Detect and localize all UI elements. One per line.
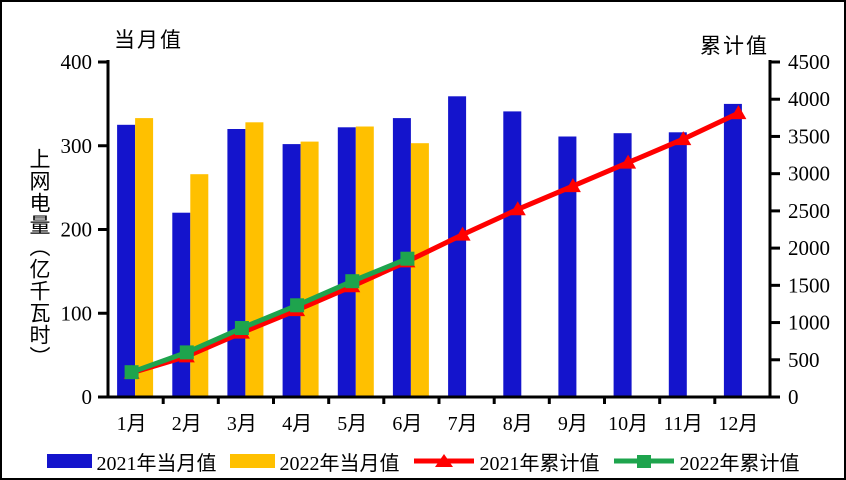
- bar-2021年当月值-7月: [448, 96, 467, 398]
- x-axis-category-label: 1月: [117, 413, 147, 435]
- bar-2021年当月值-8月: [503, 111, 522, 398]
- triangle-marker: [564, 178, 581, 193]
- bar-2021年当月值-9月: [558, 136, 577, 397]
- square-marker: [636, 455, 651, 468]
- x-axis-category-label: 6月: [392, 413, 422, 435]
- legend-label: 2022年当月值: [279, 452, 400, 475]
- triangle-marker: [620, 154, 637, 169]
- x-axis-category-label: 5月: [337, 413, 367, 435]
- square-marker: [290, 298, 305, 313]
- triangle-marker: [509, 201, 526, 216]
- x-axis-category-label: 9月: [558, 413, 588, 435]
- left-axis-tick-label: 0: [82, 385, 93, 409]
- bar-2022年当月值-3月: [245, 122, 264, 398]
- right-axis-tick-label: 4500: [788, 50, 830, 74]
- bar-2022年当月值-4月: [300, 141, 319, 397]
- right-axis-tick-label: 1000: [788, 311, 830, 335]
- square-marker: [124, 365, 139, 380]
- bar-2021年当月值-12月: [723, 103, 742, 398]
- bar-2021年当月值-2月: [172, 212, 191, 397]
- triangle-marker: [454, 226, 471, 241]
- legend-item-2022-cumulative: 2022年累计值: [613, 447, 800, 476]
- right-axis-tick-label: 1500: [788, 273, 830, 297]
- legend-label: 2021年累计值: [479, 452, 600, 475]
- x-axis-category-label: 4月: [282, 413, 312, 435]
- line-2022年累计值: [130, 256, 409, 375]
- bar-2021年当月值-10月: [613, 133, 632, 397]
- triangle-marker: [730, 105, 747, 120]
- bar-2021年当月值-4月: [282, 144, 301, 397]
- bar-2022年当月值-6月: [410, 143, 429, 397]
- bar-2022年当月值-2月: [190, 174, 209, 397]
- triangle-marker: [434, 454, 453, 467]
- right-axis-tick-label: 2500: [788, 199, 830, 223]
- x-axis-category-label: 7月: [448, 413, 478, 435]
- x-axis-category-label: 11月: [664, 413, 703, 435]
- bar-2021年当月值-1月: [117, 124, 136, 398]
- bar-swatch-2021: [46, 454, 92, 468]
- x-axis-category-label: 3月: [227, 413, 257, 435]
- square-marker: [179, 345, 194, 360]
- triangle-marker: [675, 131, 692, 146]
- right-axis-tick-label: 3500: [788, 124, 830, 148]
- legend: 2021年当月值 2022年当月值 2021年累计值 2022年累计值: [2, 446, 844, 476]
- x-axis-category-label: 8月: [503, 413, 533, 435]
- right-axis-tick-label: 3000: [788, 162, 830, 186]
- bar-2021年当月值-11月: [668, 132, 687, 398]
- bar-swatch-2022: [229, 454, 275, 468]
- line-square-swatch-2022: [613, 455, 674, 468]
- legend-label: 2021年当月值: [96, 452, 217, 475]
- square-marker: [234, 321, 249, 335]
- square-marker: [345, 274, 360, 289]
- line-2021年累计值: [130, 110, 740, 376]
- bar-2022年当月值-5月: [355, 126, 374, 397]
- right-axis-tick-label: 2000: [788, 236, 830, 260]
- legend-item-2021-cumulative: 2021年累计值: [413, 447, 600, 476]
- right-axis-tick-label: 4000: [788, 87, 830, 111]
- legend-item-2022-monthly: 2022年当月值: [229, 447, 400, 476]
- left-axis-title: 当月值: [114, 28, 183, 52]
- y-axis-label: 上网电量（亿千瓦时）: [27, 148, 51, 368]
- bar-2021年当月值-3月: [227, 129, 246, 397]
- left-axis-tick-label: 200: [61, 218, 93, 242]
- bar-2021年当月值-5月: [337, 127, 356, 398]
- bar-2022年当月值-1月: [135, 118, 154, 397]
- left-axis-tick-label: 300: [61, 134, 93, 158]
- legend-item-2021-monthly: 2021年当月值: [46, 447, 217, 476]
- right-axis-tick-label: 500: [788, 348, 820, 372]
- left-axis-tick-label: 400: [61, 50, 93, 74]
- square-marker: [400, 251, 415, 266]
- x-axis-category-label: 10月: [608, 413, 648, 435]
- x-axis-category-label: 12月: [718, 413, 758, 435]
- right-axis-tick-label: 0: [788, 385, 799, 409]
- line-triangle-swatch-2021: [413, 454, 474, 467]
- x-axis-category-label: 2月: [172, 413, 202, 435]
- legend-label: 2022年累计值: [679, 452, 800, 475]
- left-axis-tick-label: 100: [61, 301, 93, 325]
- right-axis-title: 累计值: [700, 34, 769, 58]
